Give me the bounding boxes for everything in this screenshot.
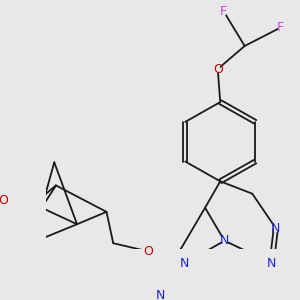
Text: F: F (277, 21, 284, 34)
Bar (158, 291, 163, 299)
Bar (1, 196, 5, 204)
Text: N: N (220, 234, 229, 247)
Text: N: N (156, 289, 165, 300)
Bar (221, 7, 226, 15)
Bar (222, 237, 227, 245)
Text: O: O (213, 63, 223, 76)
Text: N: N (267, 256, 276, 269)
Bar (269, 259, 274, 267)
Bar (278, 24, 282, 32)
Text: O: O (144, 245, 154, 258)
Text: O: O (0, 194, 8, 207)
Bar (274, 224, 278, 232)
Bar (215, 65, 220, 73)
Text: N: N (179, 257, 189, 270)
Text: F: F (220, 5, 227, 18)
Bar (182, 260, 186, 268)
Text: N: N (271, 222, 280, 235)
Bar (146, 247, 151, 256)
